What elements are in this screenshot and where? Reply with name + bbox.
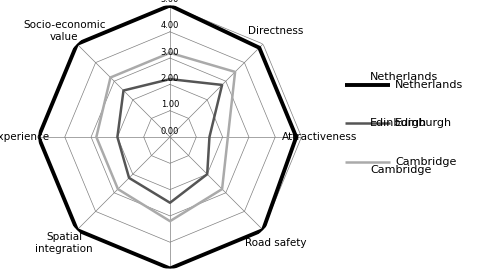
- Text: Netherlands: Netherlands: [370, 72, 438, 82]
- Text: Edinburgh: Edinburgh: [370, 118, 427, 128]
- Text: 0.00: 0.00: [161, 127, 179, 136]
- Text: Cambridge: Cambridge: [395, 157, 456, 167]
- Text: Netherlands: Netherlands: [395, 80, 463, 90]
- Text: 1.00: 1.00: [161, 100, 179, 109]
- Text: 5.00: 5.00: [161, 0, 179, 4]
- Text: Edinburgh: Edinburgh: [395, 118, 452, 128]
- Text: 4.00: 4.00: [161, 21, 179, 30]
- Text: 2.00: 2.00: [161, 74, 179, 83]
- Text: 3.00: 3.00: [161, 48, 179, 57]
- Text: Cambridge: Cambridge: [370, 165, 432, 175]
